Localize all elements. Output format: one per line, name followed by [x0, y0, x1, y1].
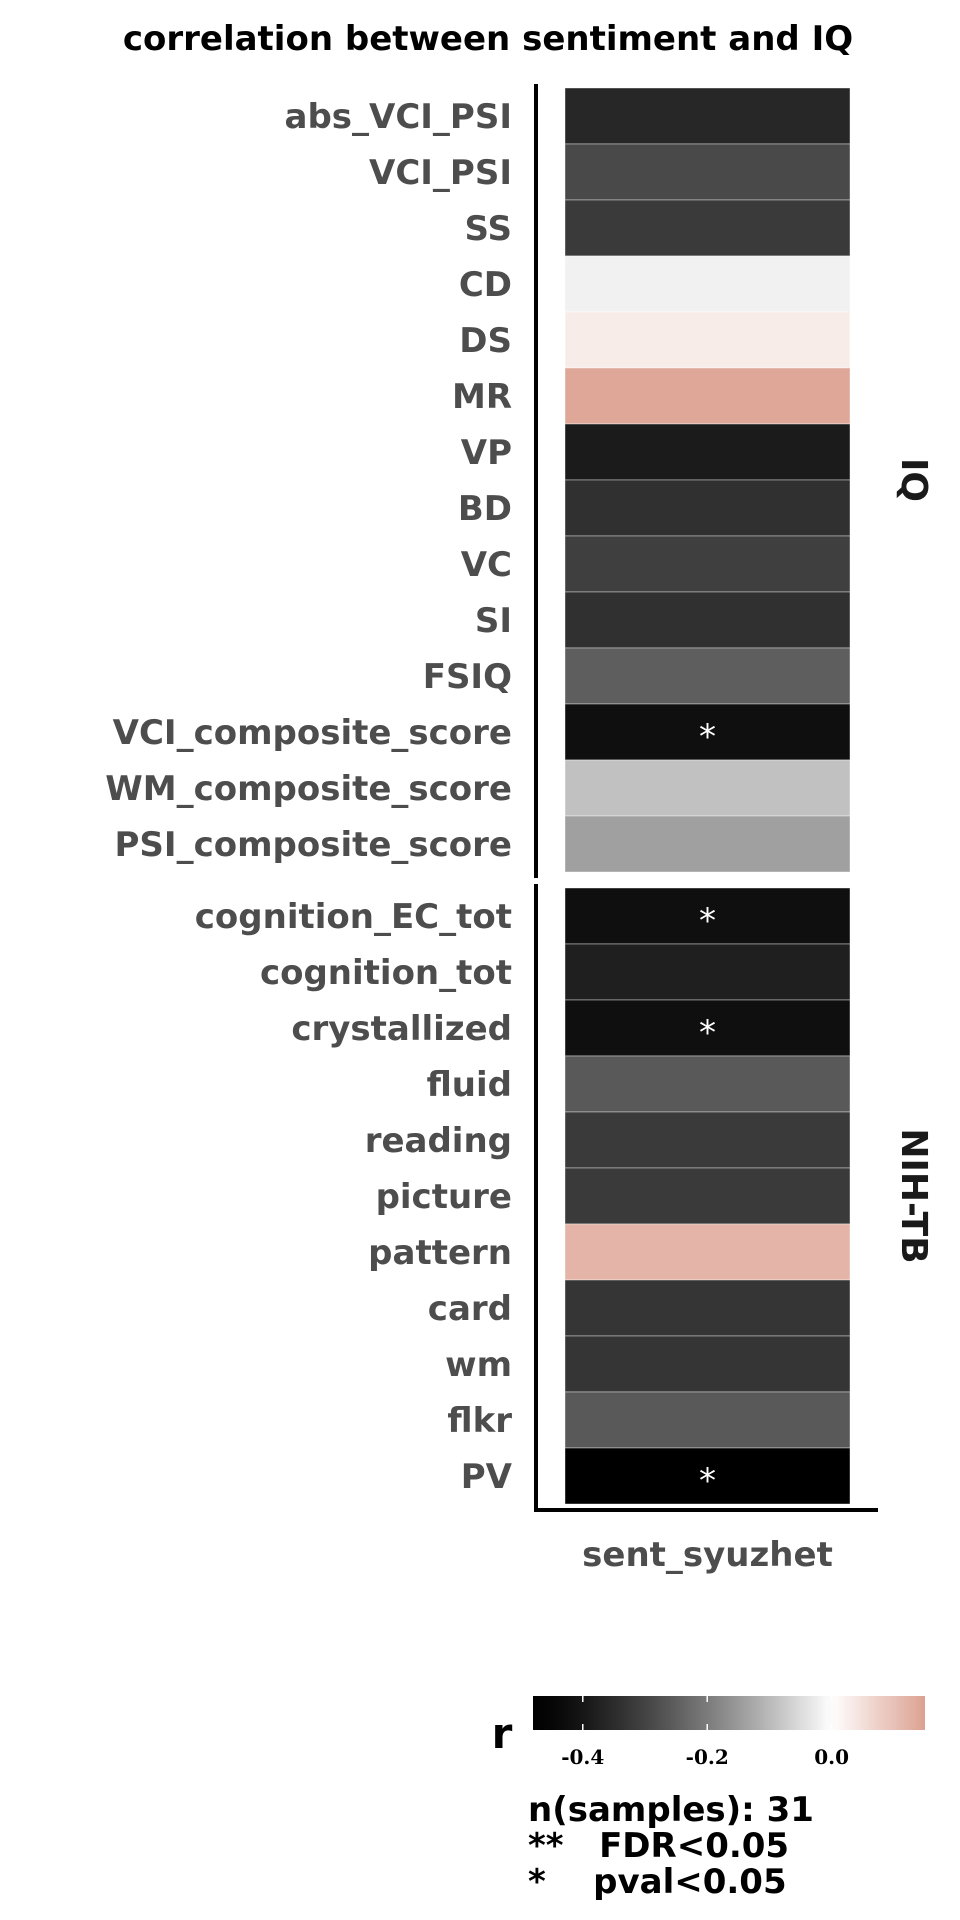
row-label: FSIQ [423, 657, 512, 697]
heatmap-cell [564, 1223, 851, 1281]
heatmap-cell [564, 1335, 851, 1393]
row-label: crystallized [291, 1009, 512, 1049]
row-label: MR [452, 377, 512, 417]
heatmap-cell [564, 759, 851, 817]
significance-marker: * [699, 901, 716, 941]
row-label: PSI_composite_score [115, 825, 512, 865]
x-tick-label: sent_syuzhet [582, 1535, 833, 1575]
row-label: BD [458, 489, 512, 529]
colorbar-tick-label: -0.2 [686, 1745, 729, 1769]
facet-strip-label: NIH-TB [893, 1128, 934, 1263]
heatmap-cell [564, 367, 851, 425]
heatmap-cell [564, 143, 851, 201]
fdr-significance-note: ** FDR<0.05 [528, 1826, 790, 1866]
heatmap-cell [564, 1447, 851, 1505]
sample-count-note: n(samples): 31 [528, 1790, 814, 1830]
heatmap-cell [564, 1279, 851, 1337]
panel-iq: abs_VCI_PSI VCI_PSI SS CD DS MR VP BD VC SI FSIQ VC… [105, 84, 934, 878]
heatmap-cell [564, 1111, 851, 1169]
heatmap-cell [564, 591, 851, 649]
row-label: picture [376, 1177, 512, 1217]
panel-nih-tb: cognition_EC_tot * cognition_tot crystalliz… [195, 884, 934, 1510]
row-label: CD [459, 265, 512, 305]
colorbar-tick-label: 0.0 [814, 1745, 849, 1769]
heatmap-cell [564, 535, 851, 593]
row-label: PV [461, 1457, 513, 1497]
row-label: fluid [427, 1065, 512, 1105]
row-label: abs_VCI_PSI [285, 97, 513, 137]
heatmap-cell [564, 887, 851, 945]
row-label: VCI_PSI [369, 153, 512, 193]
x-axis: sent_syuzhet [534, 1508, 878, 1575]
colorbar-title: r [492, 1709, 513, 1758]
row-label: pattern [368, 1233, 512, 1273]
heatmap-cell [564, 199, 851, 257]
row-label: VP [461, 433, 512, 473]
row-label: reading [365, 1121, 512, 1161]
row-label: cognition_EC_tot [195, 897, 512, 937]
heatmap-cell [564, 1167, 851, 1225]
row-label: SI [475, 601, 512, 641]
heatmap-cell [564, 311, 851, 369]
heatmap-cell [564, 703, 851, 761]
heatmap-cell [564, 1391, 851, 1449]
facet-strip-label: IQ [893, 458, 934, 502]
heatmap-panels: abs_VCI_PSI VCI_PSI SS CD DS MR VP BD VC SI FSIQ VC… [105, 84, 934, 1510]
heatmap-cell [564, 87, 851, 145]
heatmap-cell [564, 943, 851, 1001]
significance-marker: * [699, 717, 716, 757]
colorbar-legend: r -0.4 -0.2 0.0 [492, 1696, 925, 1769]
heatmap-cell [564, 255, 851, 313]
heatmap-cell [564, 1055, 851, 1113]
row-label: DS [459, 321, 512, 361]
significance-marker: * [699, 1013, 716, 1053]
colorbar-tick-label: -0.4 [561, 1745, 604, 1769]
row-label: SS [465, 209, 512, 249]
row-label: WM_composite_score [105, 769, 512, 809]
chart-title: correlation between sentiment and IQ [123, 19, 853, 59]
row-label: VC [461, 545, 512, 585]
heatmap-cell [564, 647, 851, 705]
pval-significance-note: * pval<0.05 [528, 1862, 787, 1902]
heatmap-cell [564, 479, 851, 537]
heatmap-cell [564, 423, 851, 481]
row-label: wm [445, 1345, 512, 1385]
colorbar-gradient [533, 1696, 925, 1730]
row-label: VCI_composite_score [113, 713, 512, 753]
significance-marker: * [699, 1461, 716, 1501]
row-label: flkr [447, 1401, 512, 1441]
row-label: cognition_tot [260, 953, 512, 993]
row-label: card [428, 1289, 512, 1329]
heatmap-cell [564, 815, 851, 873]
